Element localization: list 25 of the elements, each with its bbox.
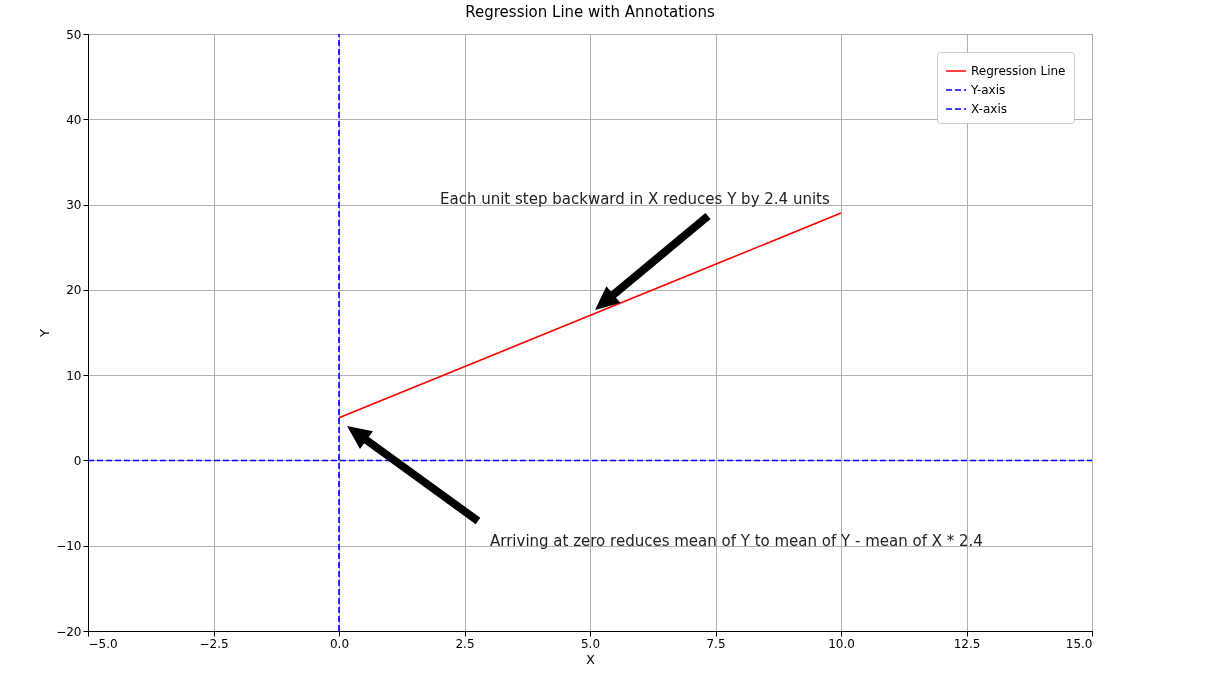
legend-label: Regression Line (971, 64, 1066, 78)
y-tick-label: −20 (56, 624, 82, 639)
legend-label: Y-axis (970, 83, 1006, 97)
y-tick-label: 20 (66, 283, 82, 298)
x-tick-label: 5.0 (580, 636, 601, 651)
x-tick-label: 0.0 (329, 636, 350, 651)
y-tick-label: 50 (66, 27, 82, 42)
y-tick-label: 40 (66, 112, 82, 127)
x-tick-label: −2.5 (199, 636, 229, 651)
x-tick-label: 12.5 (953, 636, 981, 651)
x-tick-label: −5.0 (88, 636, 118, 651)
y-tick-label: −10 (56, 539, 82, 554)
y-tick-label: 30 (66, 198, 82, 213)
y-axis-title: Y (37, 328, 53, 338)
x-tick-label: 7.5 (706, 636, 726, 651)
x-tick-label: 10.0 (828, 636, 855, 651)
y-tick-label: 0 (73, 453, 82, 468)
chart-title: Regression Line with Annotations (465, 3, 715, 21)
x-axis-title: X (586, 651, 596, 667)
x-tick-label: 15.0 (1065, 636, 1093, 651)
y-tick-label: 10 (66, 368, 82, 383)
x-tick-label: 2.5 (455, 636, 475, 651)
legend-label: X-axis (971, 102, 1007, 116)
annotation: Arriving at zero reduces mean of Y to mean of Y - mean of X * 2.4 (490, 532, 983, 550)
annotation: Each unit step backward in X reduces Y by 2.4 units (440, 190, 830, 208)
